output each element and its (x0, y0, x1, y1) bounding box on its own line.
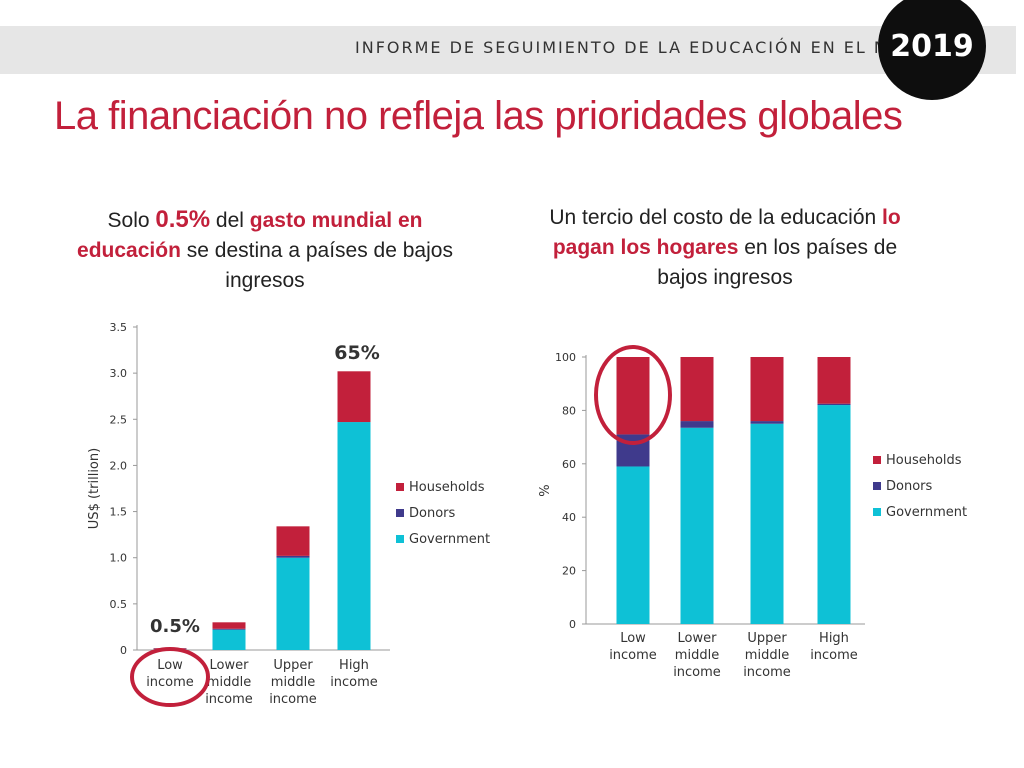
right-caption-text-2: en los países de bajos ingresos (657, 236, 898, 289)
left-caption-text-1: Solo (107, 209, 156, 232)
left-chart: 0 0.5 1.0 1.5 2.0 2.5 3.0 3.5 US$ (trillion) Low i… (87, 321, 490, 707)
right-chart-bar-government (616, 466, 650, 624)
left-caption-highlight-spending: gasto mundial en educación (77, 209, 423, 262)
right-chart-category-label: Low income (609, 631, 657, 663)
low-income-households-highlight-circle (594, 345, 672, 445)
left-caption: Solo 0.5% del gasto mundial en educación… (55, 205, 475, 296)
right-chart-y-tick-label: 60 (562, 458, 576, 471)
right-caption-text-1: Un tercio del costo de la educación (549, 206, 883, 229)
left-chart-legend-swatch (396, 483, 404, 491)
left-chart-legend-swatch (396, 509, 404, 517)
right-chart-y-tick-label: 0 (569, 618, 576, 631)
header-band (0, 26, 1016, 74)
left-chart-legend-label: Donors (409, 506, 456, 521)
right-chart-bar-households (680, 357, 714, 422)
right-chart-category-label: Lower middle income (673, 631, 721, 680)
right-chart: 0 20 40 60 80 100% Low income Lower middle income U… (538, 351, 967, 680)
right-chart-y-tick-label: 20 (562, 565, 576, 578)
left-chart-y-tick-label: 0.5 (110, 598, 128, 611)
left-caption-highlight-percent: 0.5% (155, 206, 211, 233)
year-badge: 2019 (878, 0, 986, 100)
left-chart-legend-label: Government (409, 532, 490, 547)
right-chart-bar-donors (680, 421, 714, 428)
right-chart-bar-government (750, 423, 784, 624)
right-chart-bar-households (750, 357, 784, 422)
right-chart-legend-label: Donors (886, 479, 933, 494)
report-title: INFORME DE SEGUIMIENTO DE LA EDUCACIÓN E… (355, 38, 947, 57)
right-chart-bar-donors (817, 403, 851, 406)
right-chart-legend-label: Government (886, 505, 967, 520)
right-chart-bar-government (680, 427, 714, 624)
left-chart-bar-households (212, 622, 246, 629)
year-label: 2019 (890, 28, 974, 64)
left-chart-category-label: High income (330, 658, 378, 690)
left-chart-y-axis-label: US$ (trillion) (87, 448, 102, 529)
page-title: La financiación no refleja las prioridad… (54, 94, 903, 138)
right-caption: Un tercio del costo de la educación lo p… (540, 203, 910, 293)
right-chart-legend-label: Households (886, 453, 962, 468)
left-chart-legend-swatch (396, 535, 404, 543)
left-chart-y-tick-label: 3.5 (110, 321, 128, 334)
low-income-highlight-circle (130, 647, 210, 707)
left-chart-annotation-low: 0.5% (150, 616, 200, 637)
left-chart-annotation-high: 65% (334, 342, 379, 364)
left-chart-y-tick-label: 1.0 (110, 552, 128, 565)
right-chart-y-tick-label: 40 (562, 511, 576, 524)
left-chart-category-label: Lower middle income (205, 658, 253, 707)
left-chart-category-label: Low income (146, 658, 194, 690)
left-chart-bar-households (337, 371, 371, 423)
left-chart-y-tick-label: 2.0 (110, 459, 128, 472)
left-chart-bar-donors (212, 628, 246, 630)
right-chart-y-tick-label: 100 (555, 351, 576, 364)
left-chart-bar-government (337, 422, 371, 650)
right-chart-legend-swatch (873, 456, 881, 464)
left-chart-y-tick-label: 1.5 (110, 506, 128, 519)
left-chart-bar-government (212, 629, 246, 650)
left-chart-bar-donors (276, 555, 310, 558)
left-chart-y-tick-label: 0 (120, 644, 127, 657)
left-caption-text-3: se destina a países de bajos ingresos (180, 239, 453, 292)
right-chart-bar-donors (750, 421, 784, 424)
right-chart-legend-swatch (873, 508, 881, 516)
right-caption-highlight: lo pagan los hogares (552, 206, 901, 259)
right-chart-bar-households (616, 357, 650, 435)
right-chart-y-axis-label: % (538, 484, 553, 496)
right-chart-legend-swatch (873, 482, 881, 490)
left-chart-y-tick-label: 3.0 (110, 367, 128, 380)
right-chart-bar-households (817, 357, 851, 404)
left-caption-text-2: del (210, 209, 250, 232)
left-chart-category-label: Upper middle income (269, 658, 317, 707)
right-chart-category-label: Upper middle income (743, 631, 791, 680)
left-chart-legend-label: Households (409, 480, 485, 495)
left-chart-bar-households (276, 526, 310, 556)
left-chart-bar-government (276, 557, 310, 650)
right-chart-category-label: High income (810, 631, 858, 663)
right-chart-y-tick-label: 80 (562, 404, 576, 417)
right-chart-bar-government (817, 405, 851, 624)
left-chart-y-tick-label: 2.5 (110, 413, 128, 426)
